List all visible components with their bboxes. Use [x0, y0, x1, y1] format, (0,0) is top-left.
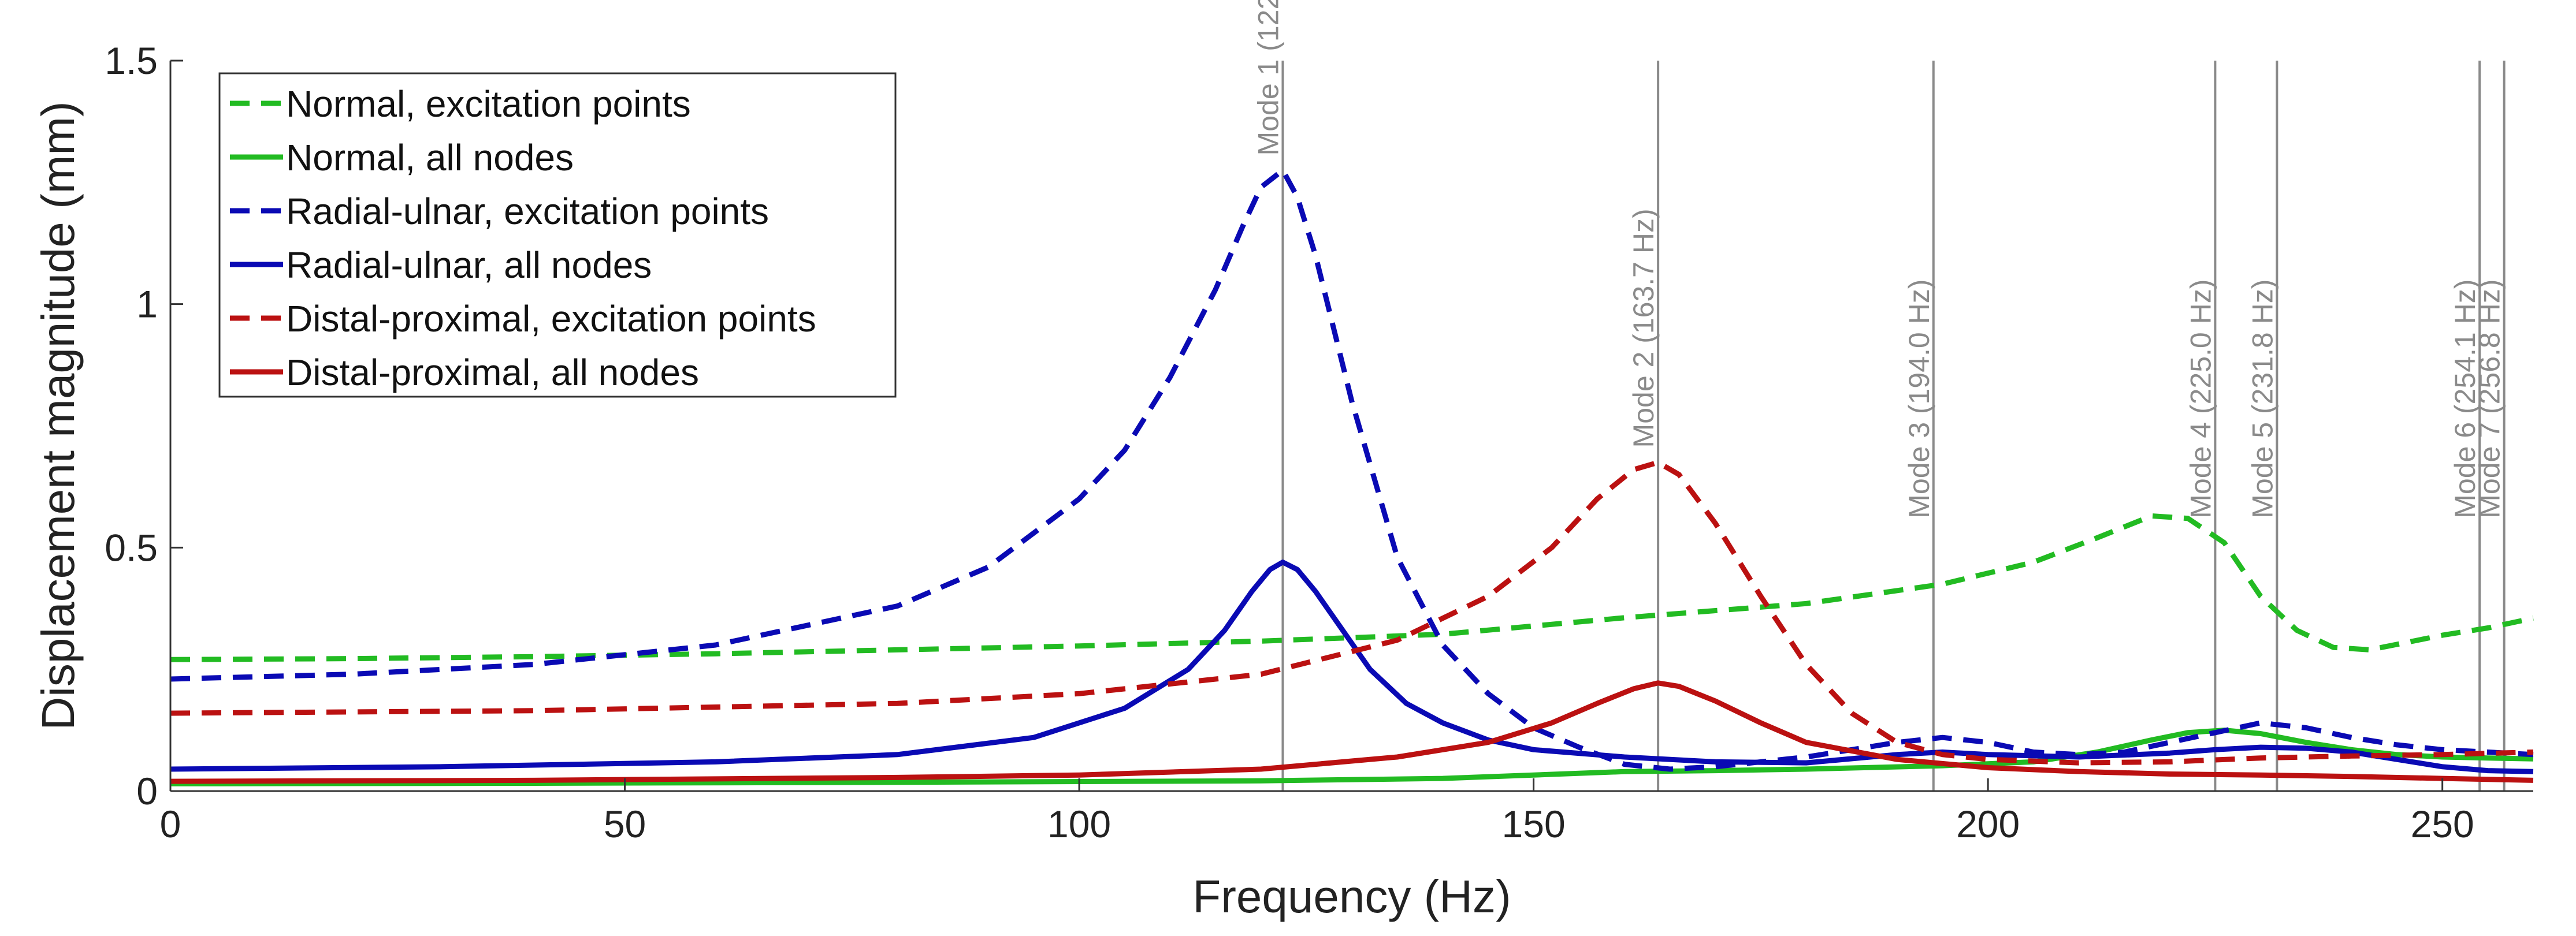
- series-line-3: [170, 167, 2534, 772]
- series-line-5: [170, 460, 2534, 766]
- x-tick-label-5: 250: [2411, 803, 2474, 845]
- x-tick-label-4: 200: [1956, 803, 2020, 845]
- y-axis-label: Displacement magnitude (mm): [32, 101, 84, 730]
- axes: 0 50 100 150 200 250 0 0.5 1 1.5: [105, 39, 2533, 845]
- series-line-1: [170, 513, 2534, 662]
- legend-box: [218, 72, 897, 398]
- y-tick-label-3: 1.5: [105, 39, 158, 82]
- mode-label-3: Mode 3 (194.0 Hz): [1903, 279, 1935, 519]
- series-line-6: [170, 680, 2534, 784]
- y-tick-label-0: 0: [136, 770, 158, 812]
- y-tick-label-2: 1: [136, 283, 158, 326]
- mode-label-2: Mode 2 (163.7 Hz): [1627, 208, 1660, 448]
- mode-lines: Mode 1 (122.4 Hz) Mode 2 (163.7 Hz) Mode 3…: [1252, 0, 2506, 791]
- x-tick-label-3: 150: [1502, 803, 1566, 845]
- mode-label-7: Mode 7 (256.8 Hz): [2474, 279, 2506, 519]
- x-tick-label-0: 0: [160, 803, 181, 845]
- series-lines: [170, 167, 2534, 786]
- legend-label-6: Distal-proximal, all nodes: [286, 352, 699, 393]
- legend-label-5: Distal-proximal, excitation points: [286, 298, 816, 340]
- y-tick-label-1: 0.5: [105, 526, 158, 569]
- mode-label-5: Mode 5 (231.8 Hz): [2246, 279, 2278, 519]
- legend-label-1: Normal, excitation points: [286, 83, 691, 125]
- legend-label-3: Radial-ulnar, excitation points: [286, 191, 769, 232]
- x-tick-label-2: 100: [1047, 803, 1111, 845]
- mode-label-4: Mode 4 (225.0 Hz): [2184, 279, 2217, 519]
- x-tick-label-1: 50: [604, 803, 646, 845]
- legend-label-2: Normal, all nodes: [286, 137, 574, 178]
- legend-label-4: Radial-ulnar, all nodes: [286, 244, 652, 286]
- legend: Normal, excitation points Normal, all nod…: [218, 72, 897, 398]
- x-axis-label: Frequency (Hz): [1192, 871, 1511, 922]
- mode-label-1: Mode 1 (122.4 Hz): [1252, 0, 1284, 155]
- mode-label-6: Mode 6 (254.1 Hz): [2449, 279, 2481, 519]
